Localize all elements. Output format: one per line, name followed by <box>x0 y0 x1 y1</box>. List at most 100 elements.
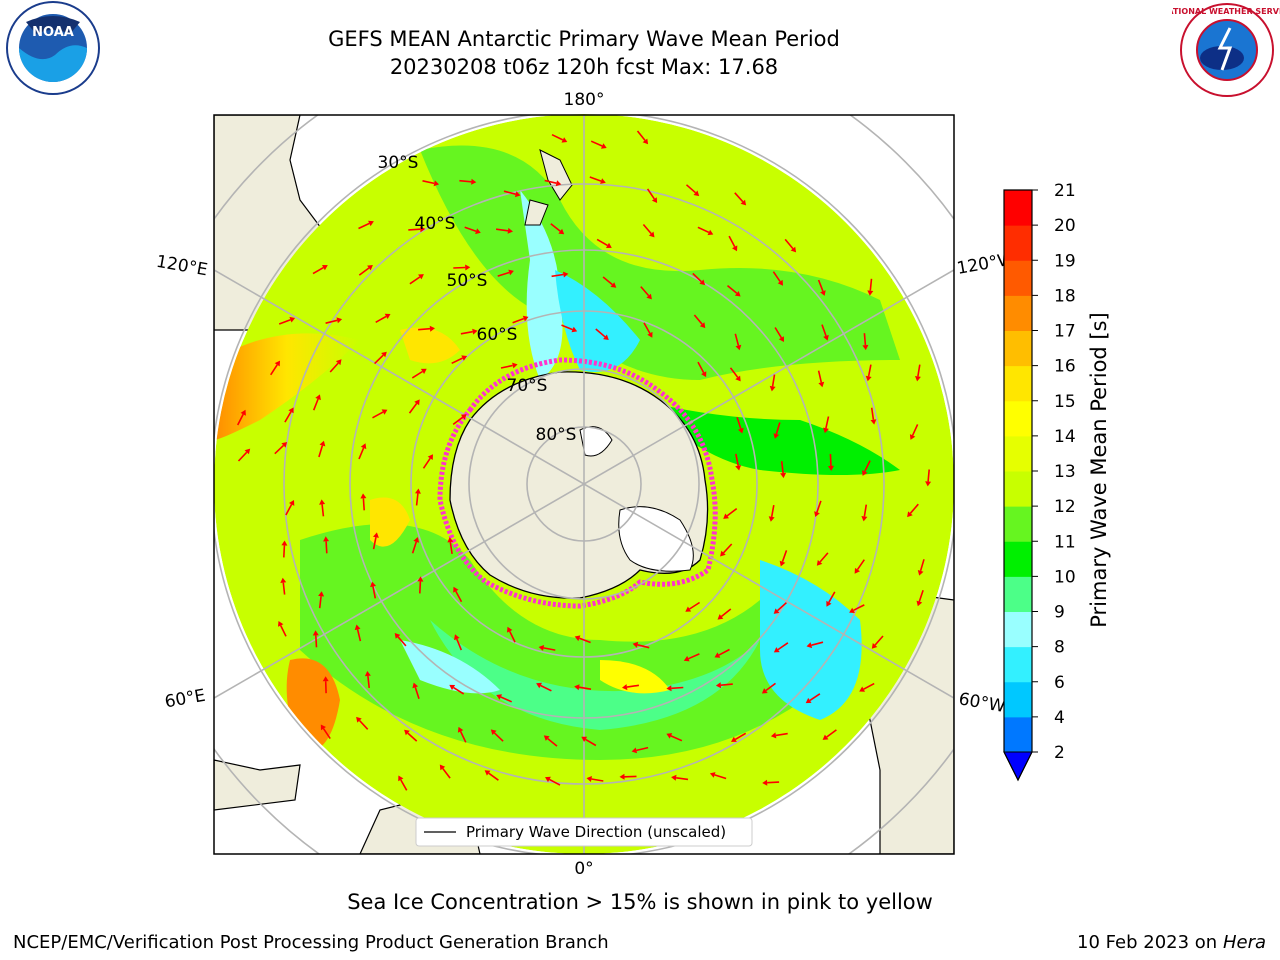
colorbar-segment <box>1004 435 1032 472</box>
wave-arrow-head <box>555 180 562 187</box>
colorbar-segment <box>1004 576 1032 612</box>
wave-arrow-head <box>770 732 777 739</box>
wave-arrow-shaft <box>927 469 930 482</box>
wave-arrow-head <box>603 334 609 340</box>
wave-arrow-head <box>601 143 607 149</box>
nws-logo-text: NATIONAL WEATHER SERVICE <box>1172 7 1280 16</box>
wave-arrow-head <box>862 470 868 476</box>
colorbar-tick-label: 19 <box>1054 251 1076 271</box>
noaa-logo: NOAA <box>6 1 100 95</box>
wave-arrow-shaft <box>449 541 453 555</box>
wave-arrow-head <box>790 246 797 253</box>
wave-arrow-shaft <box>856 559 865 571</box>
wave-arrow-shaft <box>551 273 564 278</box>
wave-arrow-head <box>449 684 456 691</box>
wave-arrow-shaft <box>776 602 787 612</box>
wave-arrow-shaft <box>817 279 824 292</box>
wave-arrow-shaft <box>550 223 561 232</box>
wave-arrow-head <box>420 226 426 233</box>
wave-arrow-shaft <box>237 451 248 462</box>
wave-arrow-head <box>823 427 829 434</box>
colorbar-segment <box>1004 225 1032 261</box>
wave-arrow-head <box>606 242 612 248</box>
wave-arrow-head <box>543 735 550 741</box>
wave-arrow-head <box>735 344 742 351</box>
wave-arrow-shaft <box>816 500 822 513</box>
colorbar-tick-label: 15 <box>1054 392 1076 412</box>
colorbar-under-triangle <box>1003 751 1033 782</box>
colorbar-tick-label: 16 <box>1054 357 1076 377</box>
wave-arrow-head <box>814 511 820 517</box>
wave-arrow-head <box>723 513 729 519</box>
wave-arrow-shaft <box>734 333 740 346</box>
wave-arrow-shaft <box>853 604 865 612</box>
wave-arrow-head <box>773 433 780 439</box>
wave-arrow-shaft <box>585 738 597 747</box>
wave-arrow-shaft <box>579 637 591 644</box>
wave-arrow-shaft <box>544 179 557 184</box>
wave-arrow-shaft <box>358 719 369 730</box>
wave-arrow-head <box>735 375 741 382</box>
wave-arrow-shaft <box>693 314 703 325</box>
wave-arrow-head <box>780 472 787 479</box>
wave-arrow-head <box>915 376 921 382</box>
colorbar-tick-label: 20 <box>1054 216 1076 236</box>
wave-arrow-shaft <box>325 319 338 324</box>
wave-arrow-head <box>507 626 513 633</box>
wave-arrow-head <box>413 537 420 543</box>
wave-arrow-head <box>354 624 361 631</box>
wave-arrow-shaft <box>688 653 700 660</box>
wave-arrow-shaft <box>411 541 418 554</box>
wave-arrow-shaft <box>285 504 293 516</box>
wave-arrow-head <box>740 199 747 206</box>
wave-arrow-shaft <box>418 327 431 331</box>
wave-arrow-shaft <box>284 411 292 423</box>
wave-arrow-shaft <box>325 541 328 554</box>
wave-arrow-head <box>454 634 460 641</box>
wave-arrow-head <box>439 764 446 771</box>
wave-arrow-head <box>849 607 855 613</box>
wave-arrow-shaft <box>422 457 431 469</box>
wave-arrow-shaft <box>408 228 421 231</box>
wave-arrow-shaft <box>775 732 788 737</box>
wave-arrow-head <box>356 716 362 723</box>
wave-arrow-head <box>496 694 502 700</box>
wave-arrow-head <box>701 371 707 378</box>
wave-arrow-shaft <box>400 779 408 791</box>
wave-arrow-shaft <box>318 596 322 609</box>
wave-arrow-head <box>685 606 692 612</box>
wave-arrow-shaft <box>397 636 407 647</box>
wave-arrow-shaft <box>375 315 387 323</box>
wave-arrow-shaft <box>777 642 789 651</box>
wave-arrow-head <box>289 500 295 506</box>
wave-arrow-shaft <box>590 140 603 147</box>
wave-arrow-head <box>600 178 606 184</box>
colorbar-tick-label: 13 <box>1054 462 1076 482</box>
wave-arrow-head <box>816 560 823 566</box>
wave-arrow-shaft <box>636 746 649 752</box>
wave-arrow-head <box>818 381 825 388</box>
colorbar-segment <box>1004 190 1032 226</box>
wave-arrow-head <box>522 315 529 322</box>
wave-arrow-shaft <box>772 271 781 283</box>
wave-arrow-shaft <box>870 407 875 420</box>
wave-arrow-shaft <box>500 696 513 703</box>
wave-arrow-head <box>647 331 653 338</box>
colorbar-segment <box>1004 260 1032 296</box>
colorbar-segment <box>1004 471 1032 507</box>
wave-arrow-head <box>738 427 744 434</box>
wave-arrow-shaft <box>455 590 463 603</box>
wave-arrow-shaft <box>720 608 732 618</box>
wave-arrow-head <box>574 684 580 691</box>
wave-arrow-head <box>610 282 617 288</box>
wave-arrow-shaft <box>278 318 291 325</box>
wave-arrow-head <box>907 511 913 518</box>
wave-arrow-shaft <box>595 328 606 338</box>
wave-arrow-head <box>642 138 649 145</box>
wave-arrow-shaft <box>374 354 384 365</box>
wave-arrow-head <box>571 326 578 333</box>
wave-arrow-shaft <box>728 235 736 248</box>
wave-arrow-shaft <box>549 778 561 786</box>
colorbar-segment <box>1004 400 1032 437</box>
